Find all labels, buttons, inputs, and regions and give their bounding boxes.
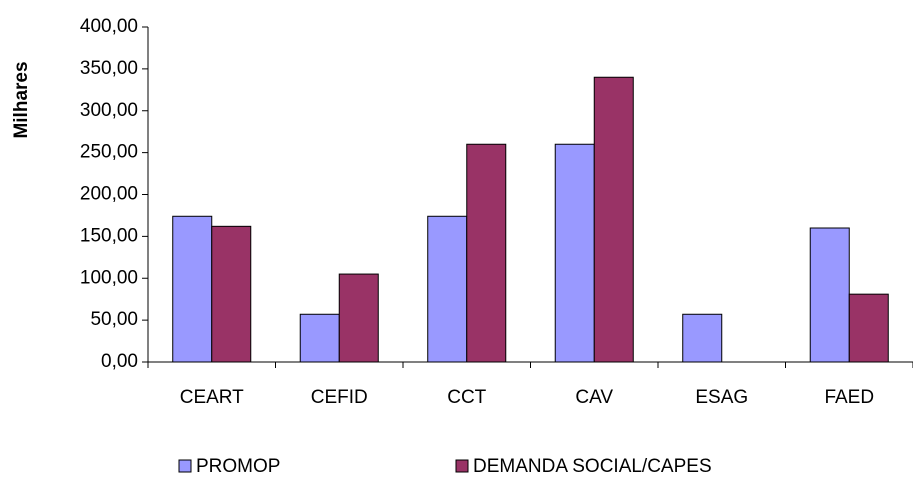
- y-tick-label: 0,00: [101, 351, 138, 372]
- bar: [211, 225, 252, 363]
- y-tick-label: 200,00: [80, 184, 138, 205]
- y-tick-label: 300,00: [80, 100, 138, 121]
- bar: [554, 143, 595, 363]
- y-tick-label: 400,00: [80, 16, 138, 37]
- x-tick-label: ESAG: [695, 387, 748, 408]
- bar: [466, 143, 507, 363]
- legend-swatch: [455, 459, 469, 473]
- bar: [172, 215, 213, 363]
- x-tick-label: CAV: [575, 387, 613, 408]
- x-tick-label: FAED: [824, 387, 874, 408]
- bar: [593, 76, 634, 363]
- y-tick-label: 100,00: [80, 267, 138, 288]
- x-tick-label: CEFID: [311, 387, 368, 408]
- bar: [338, 273, 379, 363]
- y-tick-label: 250,00: [80, 142, 138, 163]
- bar: [682, 313, 723, 363]
- bar: [848, 293, 889, 363]
- y-axis-label: Milhares: [11, 61, 32, 138]
- legend-label: PROMOP: [196, 456, 280, 477]
- bar: [809, 227, 850, 363]
- x-tick-label: CEART: [180, 387, 244, 408]
- bar: [299, 313, 340, 363]
- y-tick-label: 150,00: [80, 225, 138, 246]
- legend-label: DEMANDA SOCIAL/CAPES: [473, 456, 712, 477]
- y-tick-label: 350,00: [80, 58, 138, 79]
- bar: [427, 215, 468, 363]
- y-tick-label: 50,00: [90, 309, 138, 330]
- legend-swatch: [178, 459, 192, 473]
- x-tick-label: CCT: [447, 387, 486, 408]
